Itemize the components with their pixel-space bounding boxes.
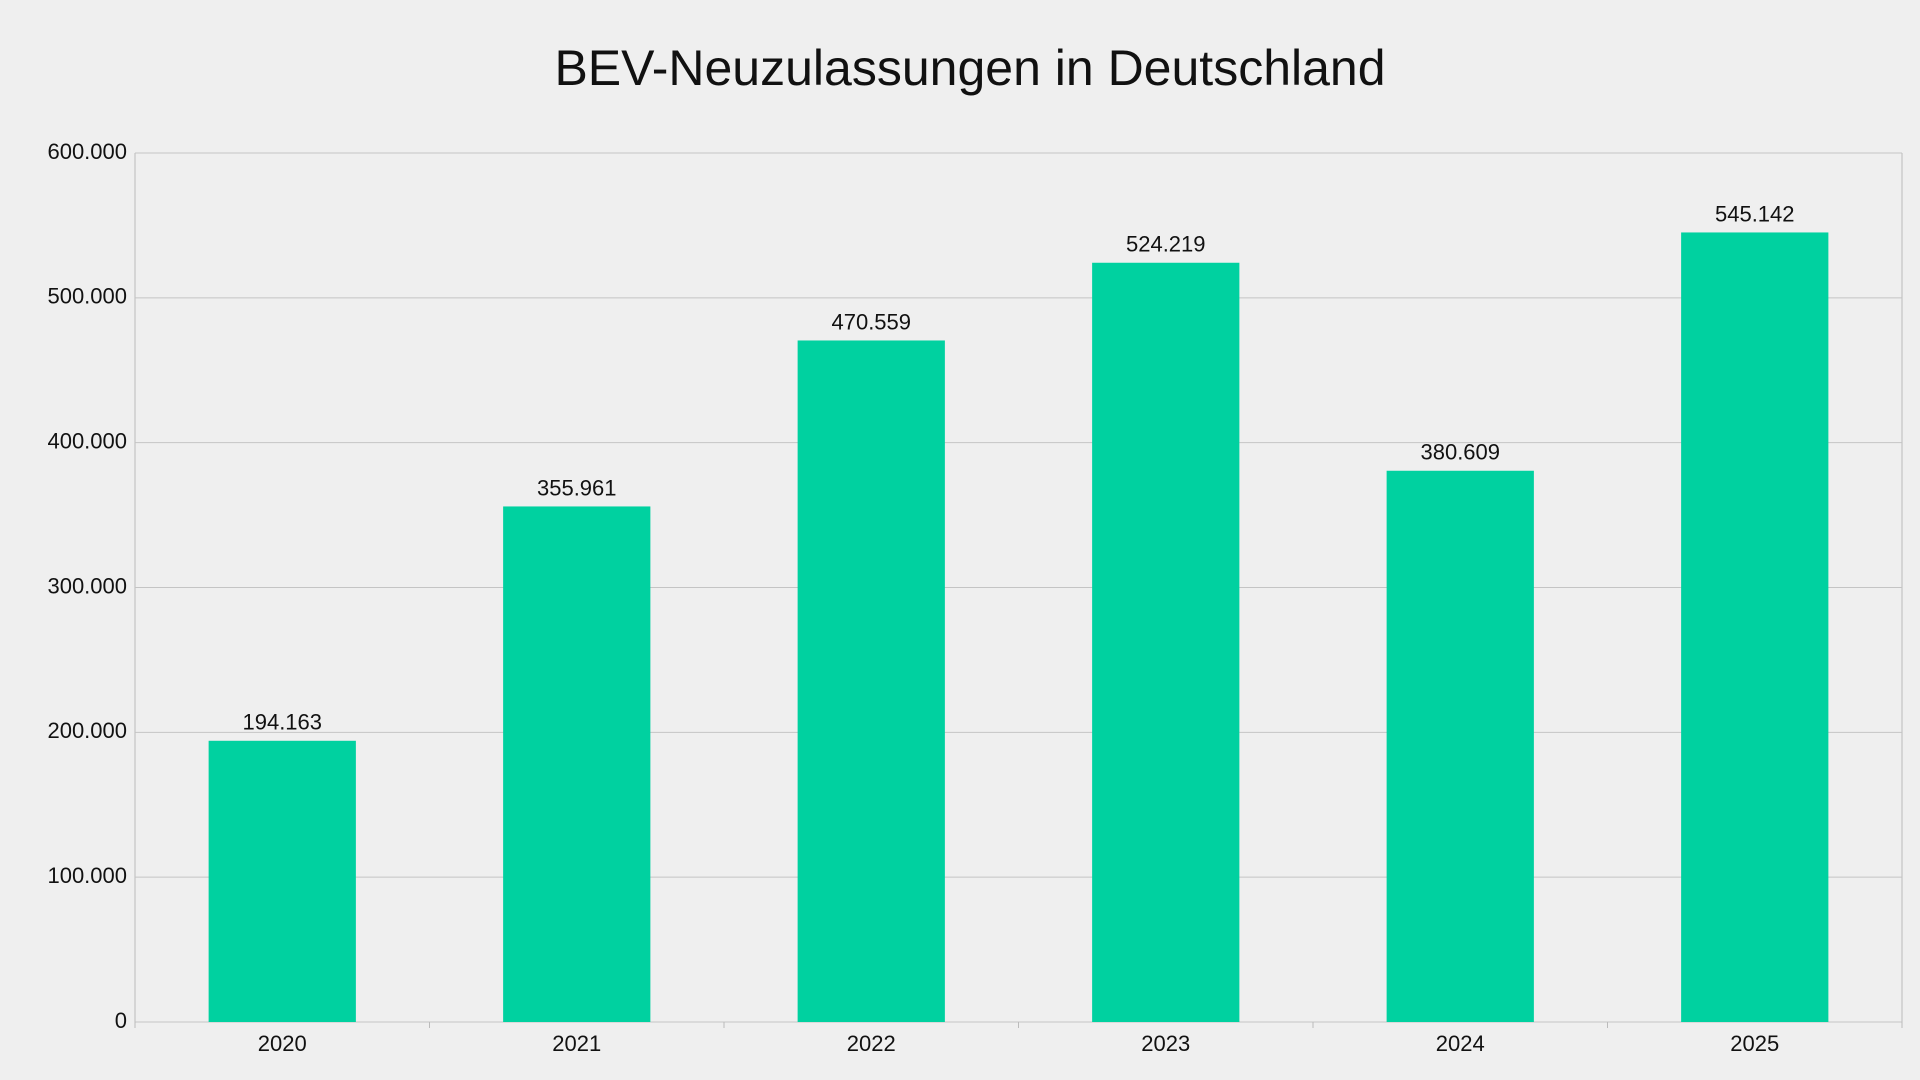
data-label: 524.219: [1126, 232, 1206, 257]
y-tick-label: 400.000: [47, 428, 127, 453]
x-tick-label: 2021: [552, 1031, 601, 1056]
data-label: 470.559: [831, 309, 911, 334]
x-tick-label: 2024: [1436, 1031, 1485, 1056]
y-tick-label: 300.000: [47, 573, 127, 598]
x-tick-label: 2022: [847, 1031, 896, 1056]
bar: [1092, 262, 1240, 1023]
y-tick-label: 100.000: [47, 863, 127, 888]
chart-title: BEV-Neuzulassungen in Deutschland: [554, 40, 1385, 96]
data-label: 355.961: [537, 475, 617, 500]
bar: [797, 340, 945, 1022]
y-tick-label: 600.000: [47, 139, 127, 164]
x-tick-label: 2023: [1141, 1031, 1190, 1056]
data-label: 380.609: [1420, 440, 1500, 465]
bar: [208, 740, 356, 1022]
x-tick-label: 2020: [258, 1031, 307, 1056]
y-tick-label: 200.000: [47, 718, 127, 743]
bar: [503, 506, 651, 1022]
data-label: 194.163: [242, 710, 322, 735]
y-tick-label: 0: [115, 1008, 127, 1033]
data-label: 545.142: [1715, 201, 1795, 226]
x-tick-label: 2025: [1730, 1031, 1779, 1056]
bar: [1681, 232, 1829, 1023]
y-tick-label: 500.000: [47, 284, 127, 309]
bar: [1386, 470, 1534, 1022]
